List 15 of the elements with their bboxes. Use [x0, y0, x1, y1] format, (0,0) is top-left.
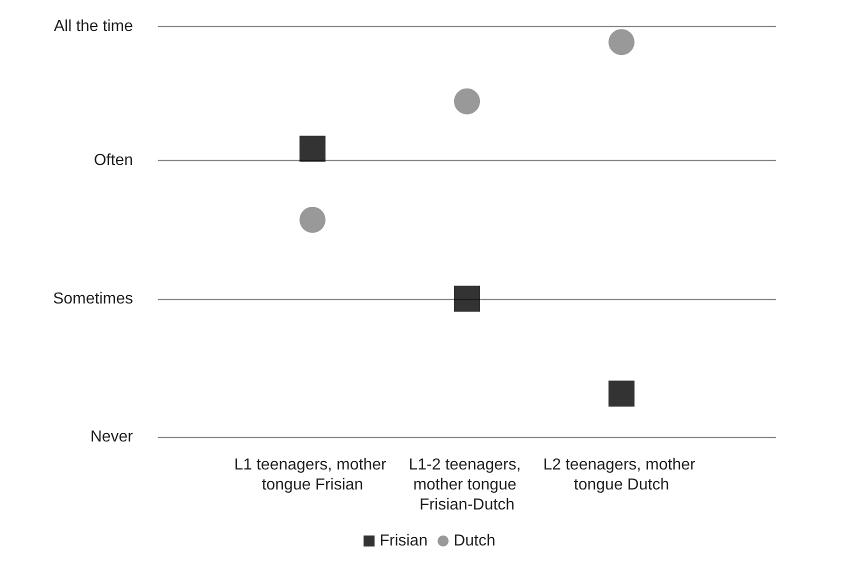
legend-label: Dutch [454, 532, 496, 550]
point [454, 88, 480, 114]
point [300, 136, 326, 162]
point [608, 380, 634, 407]
x-tick-label: L1-2 teenagers, mother tongue Frisian-Dutch [408, 456, 526, 514]
ref-line-label: Often [94, 152, 133, 170]
ref-line-label: Sometimes [52, 290, 133, 308]
ref-line-label: Never [90, 428, 134, 446]
point [454, 286, 480, 312]
legend-label: Frisian [380, 532, 428, 550]
point [300, 206, 326, 233]
ref-line-label: All the time [54, 18, 134, 35]
x-tick-label: L1 teenagers, mother tongue Frisian [234, 456, 391, 494]
x-tick-label: L2 teenagers, mother tongue Dutch [543, 456, 700, 494]
point [608, 29, 634, 56]
